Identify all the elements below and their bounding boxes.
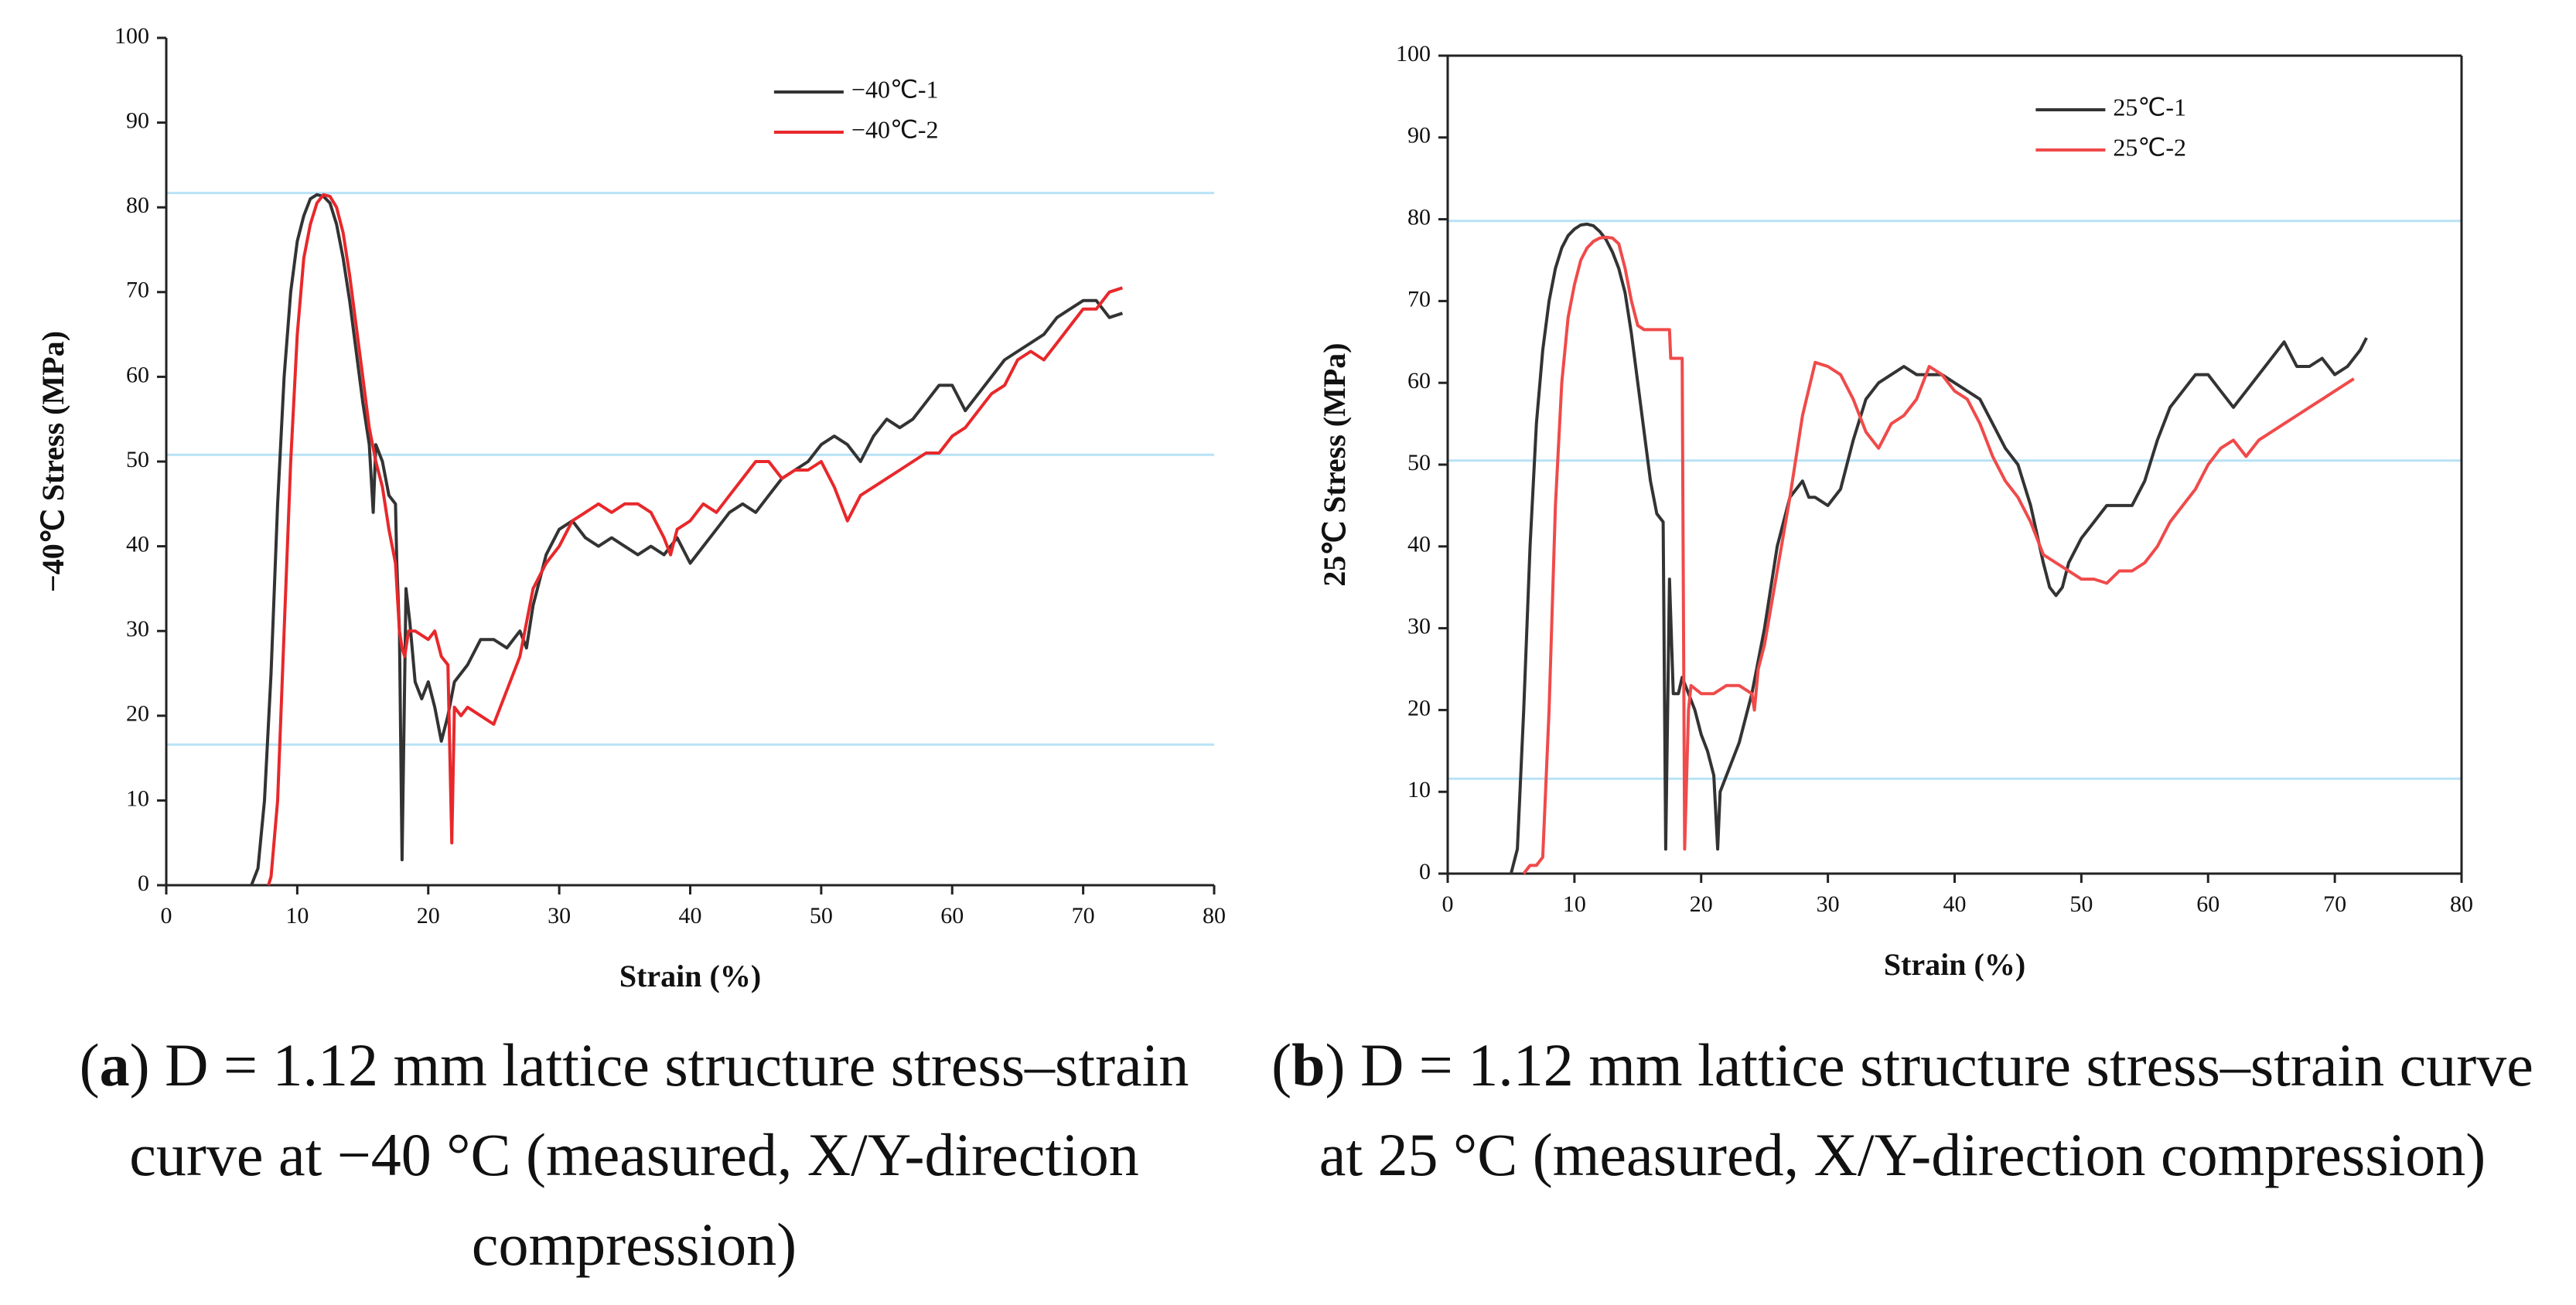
x-tick-label: 0 bbox=[1442, 891, 1454, 917]
x-tick-label: 40 bbox=[1943, 891, 1967, 917]
y-tick-label: 80 bbox=[126, 193, 149, 218]
y-tick-label: 70 bbox=[1407, 286, 1431, 312]
caption-part: ) bbox=[1325, 1031, 1346, 1099]
x-tick-label: 0 bbox=[161, 903, 172, 928]
x-tick-label: 30 bbox=[1817, 891, 1840, 917]
x-tick-label: 40 bbox=[679, 903, 702, 928]
y-tick-label: 80 bbox=[1407, 204, 1431, 230]
x-tick-label: 80 bbox=[2450, 891, 2473, 917]
y-tick-label: 100 bbox=[114, 23, 149, 49]
y-tick-label: 30 bbox=[1407, 613, 1431, 639]
legend-label: 25℃-1 bbox=[2113, 93, 2186, 121]
x-tick-label: 30 bbox=[548, 903, 571, 928]
y-tick-label: 60 bbox=[126, 362, 149, 387]
y-tick-label: 90 bbox=[126, 107, 149, 133]
x-tick-label: 10 bbox=[1563, 891, 1586, 917]
legend-label: 25℃-2 bbox=[2113, 133, 2186, 161]
y-tick-label: 90 bbox=[1407, 123, 1431, 148]
legend-label: −40℃-2 bbox=[851, 115, 939, 143]
x-tick-label: 70 bbox=[1072, 903, 1095, 928]
legend-label: −40℃-1 bbox=[851, 75, 939, 103]
y-tick-label: 30 bbox=[126, 616, 149, 642]
y-tick-label: 0 bbox=[1419, 859, 1431, 884]
y-tick-label: 70 bbox=[126, 278, 149, 303]
x-tick-label: 50 bbox=[810, 903, 833, 928]
y-axis-title: 25℃ Stress (MPa) bbox=[1317, 342, 1352, 586]
x-axis-title: Strain (%) bbox=[619, 959, 761, 993]
caption-part: ( bbox=[1271, 1031, 1292, 1099]
y-tick-label: 60 bbox=[1407, 368, 1431, 394]
x-tick-label: 70 bbox=[2323, 891, 2346, 917]
caption-part: D = 1.12 mm lattice structure stress–str… bbox=[129, 1031, 1189, 1278]
y-tick-label: 20 bbox=[126, 701, 149, 727]
x-tick-label: 60 bbox=[2196, 891, 2219, 917]
y-tick-label: 100 bbox=[1396, 41, 1431, 66]
y-tick-label: 40 bbox=[1407, 532, 1431, 557]
caption-a: (a) D = 1.12 mm lattice structure stress… bbox=[39, 1020, 1230, 1290]
x-tick-label: 60 bbox=[940, 903, 964, 928]
y-tick-label: 40 bbox=[126, 531, 149, 557]
caption-part: D = 1.12 mm lattice structure stress–str… bbox=[1319, 1031, 2533, 1188]
y-tick-label: 10 bbox=[1407, 777, 1431, 802]
x-tick-label: 50 bbox=[2069, 891, 2093, 917]
y-tick-label: 50 bbox=[126, 447, 149, 472]
series-line bbox=[267, 193, 1124, 886]
caption-part: a bbox=[99, 1031, 130, 1099]
series-line bbox=[250, 193, 1124, 886]
x-tick-label: 80 bbox=[1203, 903, 1226, 928]
y-tick-label: 20 bbox=[1407, 695, 1431, 721]
y-axis-title: −40℃ Stress (MPa) bbox=[36, 331, 70, 592]
caption-part: ( bbox=[79, 1031, 100, 1099]
x-tick-label: 10 bbox=[285, 903, 309, 928]
x-axis-title: Strain (%) bbox=[1884, 947, 2025, 982]
x-tick-label: 20 bbox=[417, 903, 440, 928]
caption-b: (b) D = 1.12 mm lattice structure stress… bbox=[1245, 1020, 2560, 1200]
caption-part: b bbox=[1291, 1031, 1326, 1099]
series-line bbox=[1522, 235, 2355, 875]
y-tick-label: 10 bbox=[126, 785, 149, 811]
y-tick-label: 0 bbox=[138, 871, 149, 896]
caption-part: ) bbox=[129, 1031, 150, 1099]
y-tick-label: 50 bbox=[1407, 450, 1431, 475]
series-line bbox=[1509, 222, 2368, 874]
x-tick-label: 20 bbox=[1690, 891, 1713, 917]
